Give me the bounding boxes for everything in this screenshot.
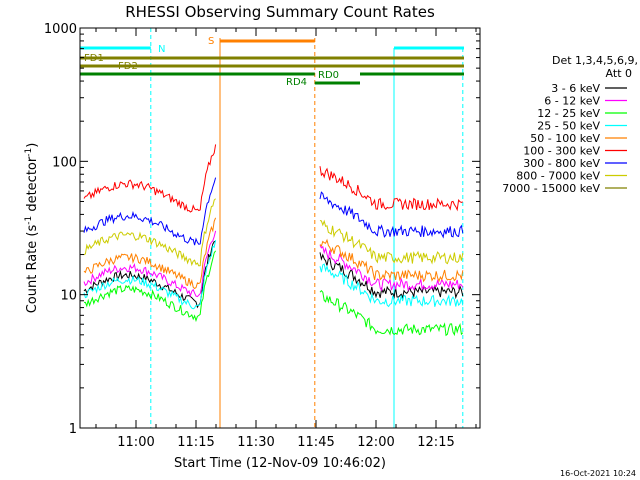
legend-header-1: Det 1,3,4,5,6,9,: [552, 54, 638, 67]
y-tick-label: 100: [52, 155, 77, 170]
flag-label: FD1: [84, 53, 104, 64]
series-2: [84, 250, 464, 337]
plot-frame: [79, 27, 481, 429]
series-line: [83, 217, 217, 290]
x-tick-label: 12:00: [357, 435, 394, 450]
series-line: [84, 250, 217, 323]
series-5: [83, 144, 463, 213]
legend-label: 800 - 7000 keV: [516, 170, 600, 183]
legend-label: 3 - 6 keV: [551, 82, 600, 95]
series-7: [83, 198, 464, 267]
plot-area: N S FD1 FD2 RD0 RD4: [79, 28, 464, 428]
series-4: [83, 217, 464, 290]
y-axis-label: Count Rate (s-1 detector-1): [24, 143, 40, 314]
series-1: [83, 230, 464, 298]
flag-label: RD0: [318, 70, 339, 81]
series-0: [83, 240, 464, 309]
series-line: [83, 144, 217, 213]
timestamp: 16-Oct-2021 10:24: [560, 469, 636, 478]
series-line: [319, 238, 464, 283]
legend-label: 100 - 300 keV: [523, 145, 600, 158]
x-axis-label: Start Time (12-Nov-09 10:46:02): [174, 456, 386, 471]
x-axis: 11:00 11:15 11:30 11:45 12:00 12:15: [95, 28, 477, 450]
flag-label: RD4: [286, 77, 307, 88]
series-line: [319, 263, 464, 308]
legend-label: 6 - 12 keV: [544, 95, 600, 108]
legend-label: 7000 - 15000 keV: [502, 182, 600, 195]
series-line: [319, 245, 464, 292]
legend-header-2: Att 0: [606, 67, 632, 80]
flag-label: S: [208, 36, 214, 47]
x-tick-label: 11:30: [237, 435, 274, 450]
series-6: [83, 177, 464, 246]
y-tick-label: 1000: [44, 22, 77, 37]
series-line: [83, 240, 216, 309]
x-tick-label: 11:45: [297, 435, 334, 450]
y-tick-label: 1: [69, 422, 77, 437]
series-line: [319, 166, 463, 212]
legend-label: 12 - 25 keV: [537, 107, 600, 120]
series-line: [83, 240, 217, 310]
series-line: [319, 252, 464, 300]
y-axis: 1 10 100 1000: [44, 22, 480, 437]
legend-label: 25 - 50 keV: [537, 120, 600, 133]
series-line: [319, 191, 464, 239]
series-line: [83, 177, 217, 246]
x-tick-label: 11:00: [117, 435, 154, 450]
chart-title: RHESSI Observing Summary Count Rates: [125, 3, 435, 21]
x-tick-label: 12:15: [417, 435, 454, 450]
series-line: [83, 198, 216, 267]
flag-label: FD2: [118, 61, 138, 72]
flag-label: N: [158, 44, 165, 55]
y-tick-label: 10: [60, 289, 77, 304]
series-line: [319, 219, 464, 265]
series-line: [83, 230, 217, 298]
series-3: [83, 240, 464, 310]
legend-label: 50 - 100 keV: [530, 132, 600, 145]
legend-label: 300 - 800 keV: [523, 157, 600, 170]
series-line: [319, 289, 464, 337]
x-tick-label: 11:15: [177, 435, 214, 450]
